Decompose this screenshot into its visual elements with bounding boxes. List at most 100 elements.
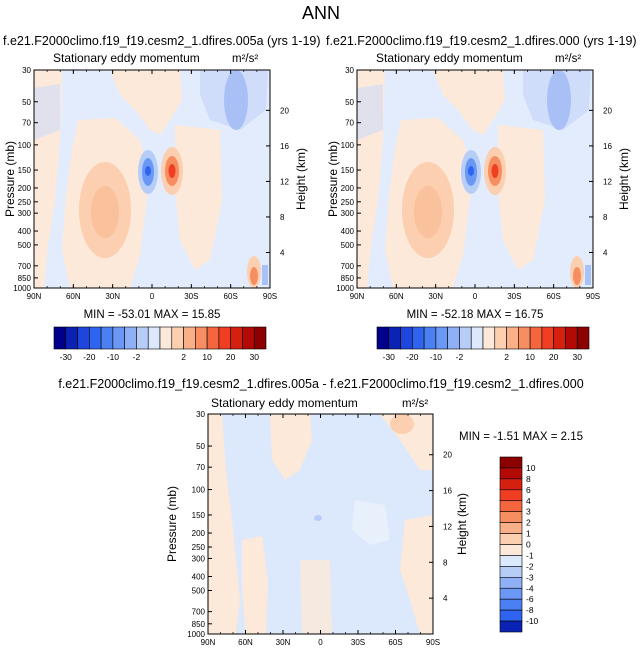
warm-core (414, 186, 442, 238)
x-tick-label: 60N (389, 292, 404, 301)
y-tick-label: 1000 (187, 630, 205, 639)
y2-tick-label: 8 (603, 213, 608, 222)
x-tick-label: 90S (586, 292, 600, 301)
cool-region (34, 84, 60, 140)
y-tick-label: 850 (18, 274, 32, 283)
x-tick-label: 30N (276, 638, 291, 647)
x-axis: 90N 60N 30N 0 30S 60S 90S (201, 414, 440, 647)
warm-core (91, 186, 119, 238)
y-tick-label: 30 (22, 66, 31, 75)
contour-field (34, 70, 270, 288)
x-tick-label: 90N (201, 638, 216, 647)
colorbar-swatch (499, 478, 523, 491)
x-axis: 90N 60N 30N 0 30S 60S 90S (350, 70, 600, 301)
colorbar-swatch (388, 326, 401, 350)
x-tick-label: 30S (507, 292, 521, 301)
cool-region (352, 500, 390, 545)
colorbar-label: 2 (504, 352, 509, 362)
colorbar-swatch (499, 566, 523, 578)
colorbar-swatch (218, 326, 231, 350)
y-tick-label: 850 (341, 274, 355, 283)
colorbar-swatch (53, 326, 67, 350)
y-tick-label: 500 (341, 241, 355, 250)
y-axis-title: Pressure (mb) (3, 141, 17, 217)
colorbar-label: 20 (226, 352, 236, 362)
x-tick-label: 30S (184, 292, 198, 301)
page-title: ANN (302, 3, 340, 23)
colorbar-swatch (112, 326, 125, 350)
colorbar-label: 2 (526, 518, 531, 528)
y-tick-label: 50 (196, 442, 205, 451)
colorbar-swatch (435, 326, 448, 350)
colorbar-swatch (499, 620, 523, 633)
colorbar-swatch (553, 326, 566, 350)
colorbar-swatch (136, 326, 149, 350)
cool-core (224, 70, 248, 130)
colorbar: -30 -20 -10 -2 2 10 20 30 (376, 326, 590, 362)
colorbar-swatch (529, 326, 543, 350)
x-tick-label: 90N (350, 292, 365, 301)
x-tick-label: 0 (473, 292, 478, 301)
y2-tick-label: 20 (603, 106, 612, 115)
panel-subtitle: Stationary eddy momentum (53, 51, 200, 65)
contour-field (357, 70, 593, 288)
colorbar-swatch (499, 587, 523, 600)
x-tick-label: 30N (105, 292, 120, 301)
colorbar-swatch (499, 555, 523, 567)
y2-tick-label: 20 (280, 106, 289, 115)
warm-region (242, 536, 268, 634)
colorbar-label: 2 (181, 352, 186, 362)
colorbar-swatch (576, 326, 590, 350)
warm-core (390, 414, 414, 434)
y-tick-label: 150 (18, 166, 32, 175)
y2-tick-label: 16 (443, 487, 452, 496)
colorbar-label: -3 (526, 572, 534, 582)
y2-tick-label: 20 (443, 451, 452, 460)
y-tick-label: 200 (18, 184, 32, 193)
colorbar-swatch (230, 326, 243, 350)
y-tick-label: 300 (192, 554, 206, 563)
colorbar-swatch (499, 511, 523, 523)
min-marker (145, 166, 151, 176)
y-tick-label: 150 (341, 166, 355, 175)
colorbar-swatch (89, 326, 102, 350)
y2-tick-label: 4 (443, 594, 448, 603)
colorbar-swatch (499, 609, 523, 622)
y-tick-label: 70 (22, 119, 31, 128)
y2-tick-label: 12 (443, 522, 452, 531)
colorbar-label: 1 (526, 529, 531, 539)
x-tick-label: 0 (318, 638, 323, 647)
y-tick-label: 300 (18, 209, 32, 218)
warm-region (270, 414, 312, 480)
colorbar-swatch (499, 489, 523, 502)
cool-core (547, 70, 571, 130)
x-tick-label: 30S (351, 638, 365, 647)
colorbar: -30 -20 -10 -2 2 10 20 30 (53, 326, 267, 362)
y-tick-label: 200 (192, 529, 206, 538)
panel-subtitle: Stationary eddy momentum (376, 51, 523, 65)
y2-tick-label: 8 (280, 213, 285, 222)
warm-region (433, 70, 505, 135)
colorbar-label: -10 (526, 616, 539, 626)
colorbar-label: -2 (526, 561, 534, 571)
colorbar-label: 30 (572, 352, 582, 362)
y-tick-label: 250 (341, 198, 355, 207)
warm-region (208, 414, 240, 634)
y2-tick-label: 4 (280, 248, 285, 257)
y-tick-label: 50 (22, 98, 31, 107)
panel-title: f.e21.F2000climo.f19_f19.cesm2_1.dfires.… (3, 34, 321, 48)
y-tick-label: 50 (345, 98, 354, 107)
y-axis-right: 20 16 12 8 4 (429, 451, 452, 603)
colorbar-swatch (183, 326, 196, 350)
colorbar-swatch (470, 326, 484, 350)
x-tick-label: 60S (388, 638, 402, 647)
contour-field (208, 414, 433, 634)
colorbar-label: 30 (249, 352, 259, 362)
panel-title: f.e21.F2000climo.f19_f19.cesm2_1.dfires.… (326, 34, 637, 48)
warm-region (300, 560, 332, 634)
colorbar-label: 10 (525, 352, 535, 362)
units-label: m²/s² (402, 398, 428, 410)
